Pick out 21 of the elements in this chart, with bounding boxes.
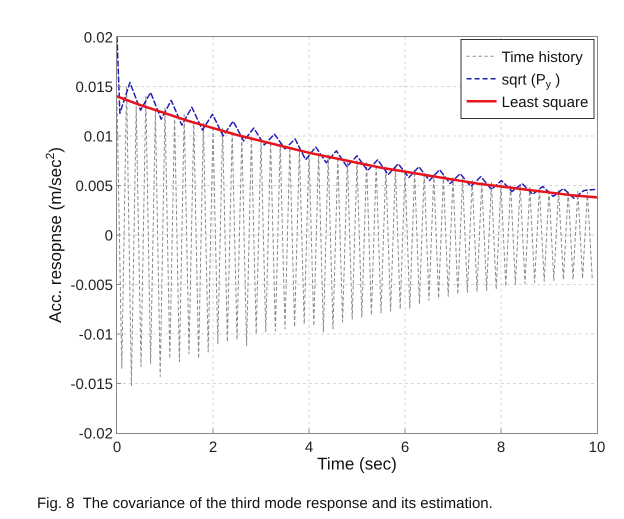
x-tick-label: 6 bbox=[400, 439, 410, 456]
line-series bbox=[117, 95, 597, 199]
legend-label: Time history bbox=[502, 49, 584, 66]
y-tick-label: 0.02 bbox=[84, 29, 113, 46]
x-axis-title: Time (sec) bbox=[317, 454, 397, 474]
x-tick-label: 2 bbox=[208, 439, 218, 456]
caption: Fig. 8 The covariance of the third mode response and its estimation. bbox=[37, 495, 493, 512]
y-tick-label: -0.02 bbox=[78, 425, 113, 442]
y-tick-label: 0.01 bbox=[84, 128, 113, 146]
y-tick-label: -0.01 bbox=[78, 326, 113, 344]
y-tick-label: -0.015 bbox=[70, 376, 113, 393]
x-tick-label: 10 bbox=[588, 439, 606, 456]
y-tick-label: -0.005 bbox=[70, 276, 113, 294]
y-tick-label: 0 bbox=[104, 227, 113, 244]
legend-label: sqrt (P$_{y}$ ) bbox=[502, 72, 560, 91]
y-tick-label: 0.015 bbox=[75, 78, 113, 96]
y-tick-label: 0.005 bbox=[75, 178, 113, 195]
x-tick-label: 4 bbox=[304, 439, 314, 456]
x-tick-label: 8 bbox=[496, 439, 506, 456]
legend-label: Least square bbox=[502, 94, 588, 112]
line-series bbox=[117, 37, 596, 200]
